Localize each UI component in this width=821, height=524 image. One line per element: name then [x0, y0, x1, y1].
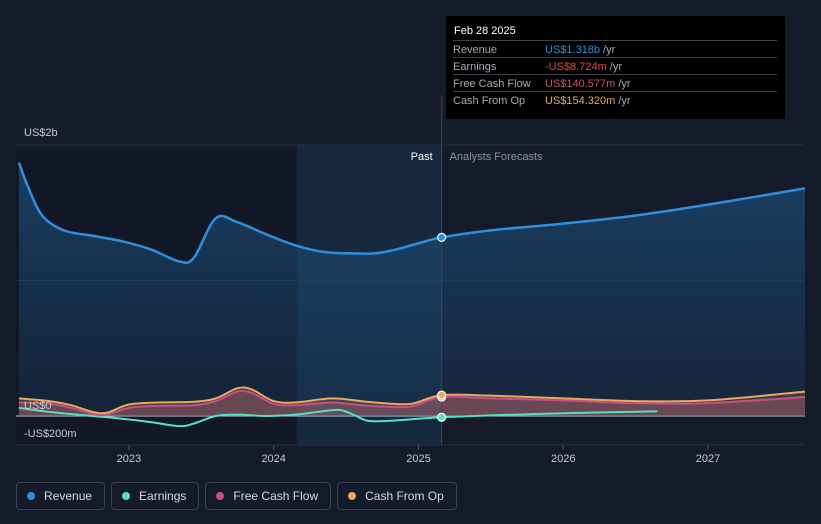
x-tick-label-2025: 2025 — [406, 453, 430, 465]
tooltip-date: Feb 28 2025 — [454, 25, 516, 37]
revenue-area — [18, 162, 806, 416]
cash-from-op-marker — [437, 390, 447, 400]
legend-item-earnings[interactable]: Earnings — [111, 482, 200, 510]
legend-item-revenue[interactable]: Revenue — [16, 482, 106, 510]
forecast-label: Analysts Forecasts — [450, 151, 543, 163]
y-axis-label-bottom: -US$200m — [24, 428, 77, 440]
tooltip-row-revenue: Revenue US$1.318b/yr — [453, 40, 777, 58]
legend-dot-icon — [122, 492, 131, 500]
cash-from-op-line — [18, 386, 806, 415]
revenue-line — [17, 162, 806, 264]
x-tick-label-2024: 2024 — [261, 453, 285, 465]
x-axis-ticks: 2023 2024 2025 2026 2027 — [117, 445, 720, 465]
free-cash-flow-area — [18, 390, 806, 416]
series-areas — [18, 162, 806, 416]
tooltip-label: Cash From Op — [453, 95, 526, 107]
tooltip-row-free-cash-flow: Free Cash Flow US$140.577m/yr — [453, 74, 777, 92]
revenue-marker — [437, 232, 447, 243]
legend-dot-icon — [216, 492, 225, 500]
tooltip: Feb 28 2025 Revenue US$1.318b/yr Earning… — [446, 16, 785, 119]
tooltip-row-cash-from-op: Cash From Op US$154.320m/yr — [453, 91, 777, 109]
legend-dot-icon — [27, 492, 35, 500]
legend-label: Earnings — [139, 489, 187, 503]
legend-item-cash-from-op[interactable]: Cash From Op — [337, 482, 457, 510]
tooltip-value: US$140.577m/yr — [545, 78, 631, 90]
legend-label: Cash From Op — [365, 489, 444, 503]
tooltip-value: US$1.318b/yr — [545, 44, 616, 56]
tooltip-value: -US$8.724m/yr — [545, 61, 622, 73]
tooltip-row-earnings: Earnings -US$8.724m/yr — [453, 57, 777, 75]
past-label: Past — [411, 151, 433, 163]
x-tick-label-2027: 2027 — [696, 453, 720, 465]
tooltip-value: US$154.320m/yr — [545, 95, 631, 107]
x-tick-label-2023: 2023 — [117, 453, 141, 465]
legend-label: Revenue — [44, 489, 93, 503]
tooltip-label: Free Cash Flow — [453, 78, 531, 90]
legend: Revenue Earnings Free Cash Flow Cash Fro… — [16, 482, 457, 512]
cash-from-op-area — [18, 387, 806, 416]
x-tick-label-2026: 2026 — [551, 453, 575, 465]
y-axis-label-zero: US$0 — [24, 400, 52, 412]
free-cash-flow-line — [18, 389, 806, 417]
legend-dot-icon — [348, 492, 357, 500]
y-axis-label-top: US$2b — [24, 127, 58, 139]
legend-item-free-cash-flow[interactable]: Free Cash Flow — [205, 482, 332, 510]
earnings-marker — [437, 412, 447, 422]
tooltip-label: Revenue — [453, 44, 498, 56]
series-markers — [437, 232, 447, 422]
tooltip-label: Earnings — [453, 61, 497, 73]
legend-label: Free Cash Flow — [233, 489, 319, 503]
